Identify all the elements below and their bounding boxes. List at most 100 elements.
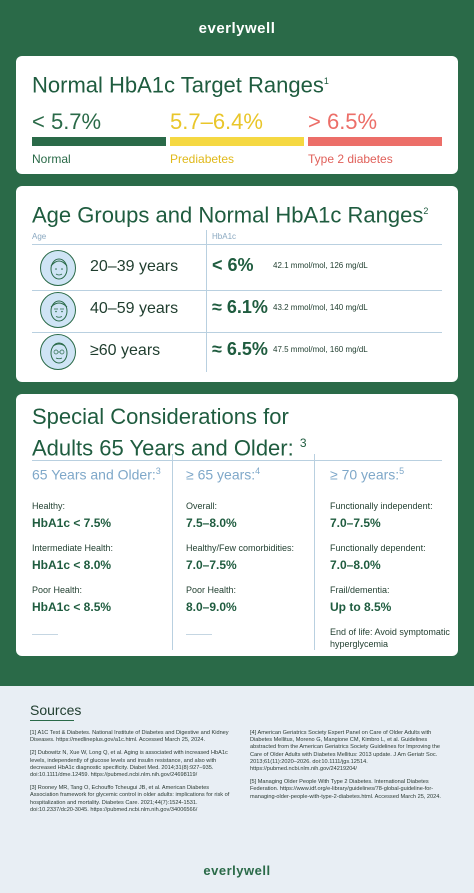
header-text: ≥ 65 years: — [186, 466, 256, 483]
title-line: Adults 65 Years and Older: — [32, 435, 294, 461]
item-label: Healthy: — [32, 501, 66, 511]
range-value: < 5.7% — [32, 109, 102, 134]
target-ranges-card: Normal HbA1c Target Ranges1 < 5.7% Norma… — [16, 56, 458, 174]
item-value: Up to 8.5% — [330, 600, 392, 614]
range-bar — [170, 137, 304, 146]
item-label: Poor Health: — [186, 585, 237, 595]
divider — [186, 634, 212, 635]
range-bar — [308, 137, 442, 146]
item-value: 7.5–8.0% — [186, 516, 237, 530]
range-prediabetes: 5.7–6.4% Prediabetes — [170, 110, 304, 166]
range-normal: < 5.7% Normal — [32, 110, 166, 166]
divider — [32, 244, 442, 245]
column-header-age: Age — [32, 232, 47, 241]
item-label: Intermediate Health: — [32, 543, 114, 553]
reference-item: [1] A1C Test & Diabetes. National Instit… — [30, 730, 229, 744]
age-label: ≥60 years — [90, 342, 161, 359]
age-groups-card: Age Groups and Normal HbA1c Ranges2 Age … — [16, 186, 458, 382]
footnote-ref: 2 — [423, 206, 429, 216]
range-value: > 6.5% — [308, 109, 378, 134]
column-65-years: ≥ 65 years:4 Overall: 7.5–8.0% Healthy/Fe… — [186, 466, 322, 635]
age-label: 20–39 years — [90, 258, 179, 275]
references-left: [1] A1C Test & Diabetes. National Instit… — [30, 730, 230, 820]
age-label: 40–59 years — [90, 300, 179, 317]
list-item: Poor Health: HbA1c < 8.5% — [32, 584, 168, 614]
range-label: Normal — [32, 152, 71, 166]
column-65-older: 65 Years and Older:3 Healthy: HbA1c < 7.5… — [32, 466, 168, 635]
item-label: Frail/dementia: — [330, 585, 390, 595]
references-right: [4] American Geriatrics Society Expert P… — [250, 730, 446, 807]
divider — [32, 634, 58, 635]
sources-title: Sources — [30, 702, 82, 718]
column-header-hba1c: HbA1c — [212, 232, 237, 241]
reference-item: [3] Rooney MR, Tang O, Echouffo Tcheugui… — [30, 785, 230, 813]
divider — [32, 332, 442, 333]
hba1c-detail: 43.2 mmol/mol, 140 mg/dL — [273, 303, 368, 312]
range-value: 5.7–6.4% — [170, 109, 263, 134]
hba1c-detail: 47.5 mmol/mol, 160 mg/dL — [273, 345, 368, 354]
footnote-ref: 3 — [299, 436, 307, 450]
list-item: Frail/dementia: Up to 8.5% — [330, 584, 454, 614]
list-item: Intermediate Health: HbA1c < 8.0% — [32, 542, 168, 572]
item-value: HbA1c < 8.5% — [32, 600, 112, 614]
special-considerations-card: Special Considerations for Adults 65 Yea… — [16, 394, 458, 656]
column-header: ≥ 65 years:4 — [186, 466, 322, 488]
footnote-ref: 4 — [255, 466, 261, 476]
brand-logo: everlywell — [198, 20, 276, 37]
age-row: 40–59 years ≈ 6.1% 43.2 mmol/mol, 140 mg… — [32, 290, 442, 330]
age-row: 20–39 years < 6% 42.1 mmol/mol, 126 mg/d… — [32, 248, 442, 288]
item-value: 8.0–9.0% — [186, 600, 237, 614]
divider — [172, 454, 173, 650]
list-item: Functionally independent: 7.0–7.5% — [330, 500, 454, 530]
hba1c-detail: 42.1 mmol/mol, 126 mg/dL — [273, 261, 368, 270]
divider — [30, 720, 74, 721]
range-type2: > 6.5% Type 2 diabetes — [308, 110, 442, 166]
item-label: Overall: — [186, 501, 218, 511]
footnote-ref: 5 — [399, 466, 405, 476]
item-label: Healthy/Few comorbidities: — [186, 543, 295, 553]
reference-item: [2] Dubowitz N, Xue W, Long Q, et al. Ag… — [30, 750, 228, 779]
face-young-icon — [40, 250, 76, 286]
title-text: Normal HbA1c Target Ranges — [32, 72, 324, 98]
divider — [32, 290, 442, 291]
item-label: Poor Health: — [32, 585, 83, 595]
item-value: 7.0–7.5% — [186, 558, 237, 572]
title-text: Age Groups and Normal HbA1c Ranges — [32, 202, 424, 228]
footnote-ref: 3 — [155, 466, 161, 476]
hba1c-value: < 6% — [212, 255, 254, 275]
range-label: Prediabetes — [170, 152, 235, 166]
footnote-ref: 1 — [323, 76, 329, 86]
reference-item: [4] American Geriatrics Society Expert P… — [250, 730, 440, 773]
item-value: 7.0–7.5% — [330, 516, 381, 530]
header-text: 65 Years and Older: — [32, 466, 156, 483]
special-considerations-title: Special Considerations for Adults 65 Yea… — [32, 404, 307, 461]
item-label: Functionally dependent: — [330, 543, 426, 553]
face-middle-icon — [40, 292, 76, 328]
hba1c-value: ≈ 6.5% — [212, 339, 268, 359]
age-row: ≥60 years ≈ 6.5% 47.5 mmol/mol, 160 mg/d… — [32, 332, 442, 372]
divider — [206, 230, 207, 372]
item-label: Functionally independent: — [330, 501, 433, 511]
item-label: End of life: Avoid symptomatic hyperglyc… — [330, 627, 450, 649]
target-ranges-title: Normal HbA1c Target Ranges1 — [32, 68, 329, 98]
list-item: Healthy/Few comorbidities: 7.0–7.5% — [186, 542, 322, 572]
column-header: 65 Years and Older:3 — [32, 466, 168, 488]
range-bar — [32, 137, 166, 146]
sources-section: Sources [1] A1C Test & Diabetes. Nationa… — [0, 686, 474, 893]
divider — [32, 460, 442, 461]
face-older-icon — [40, 334, 76, 370]
age-groups-title: Age Groups and Normal HbA1c Ranges2 — [32, 198, 428, 228]
column-70-years: ≥ 70 years:5 Functionally independent: 7.… — [330, 466, 454, 650]
item-value: 7.0–8.0% — [330, 558, 381, 572]
hba1c-value: ≈ 6.1% — [212, 297, 268, 317]
list-item: Overall: 7.5–8.0% — [186, 500, 322, 530]
header-text: ≥ 70 years: — [330, 466, 400, 483]
list-item: Healthy: HbA1c < 7.5% — [32, 500, 168, 530]
divider — [314, 454, 315, 650]
list-item: Poor Health: 8.0–9.0% — [186, 584, 322, 614]
brand-logo-footer: everlywell — [203, 863, 271, 878]
range-label: Type 2 diabetes — [308, 152, 393, 166]
reference-item: [5] Managing Older People With Type 2 Di… — [250, 779, 441, 800]
item-value: HbA1c < 8.0% — [32, 558, 112, 572]
list-item: Functionally dependent: 7.0–8.0% — [330, 542, 454, 572]
